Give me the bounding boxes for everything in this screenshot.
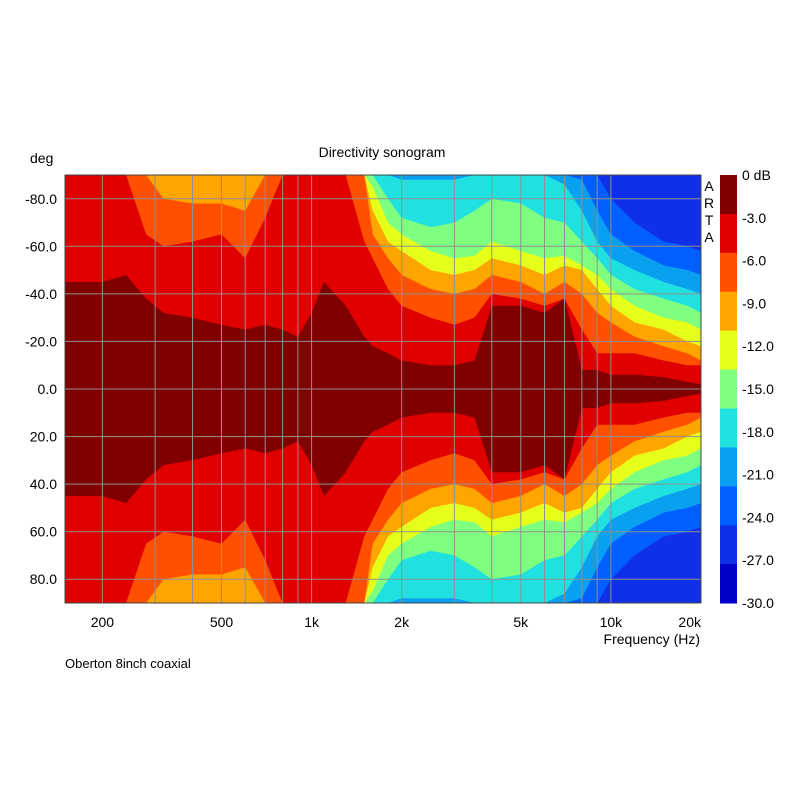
colorbar-swatch (720, 252, 737, 293)
colorbar-label: -9.0 (742, 295, 766, 311)
colorbar-label: -3.0 (742, 210, 766, 226)
y-tick-label: -60.0 (25, 238, 57, 254)
y-axis-label: deg (30, 150, 53, 166)
colorbar-swatch (720, 369, 737, 409)
colorbar-swatch (720, 213, 737, 254)
arta-logo-letter: T (705, 212, 714, 228)
arta-logo-letter: R (704, 195, 714, 211)
chart-footnote: Oberton 8inch coaxial (65, 656, 191, 671)
x-axis-label: Frequency (Hz) (604, 631, 700, 647)
x-tick-labels: 200 500 1k 2k 5k 10k 20k (91, 614, 702, 630)
colorbar-swatch (720, 408, 737, 448)
colorbar-swatch (720, 486, 737, 526)
colorbar-label: -12.0 (742, 338, 774, 354)
colorbar-label: -6.0 (742, 253, 766, 269)
y-tick-label: -80.0 (25, 191, 57, 207)
x-tick-label: 20k (678, 614, 702, 630)
colorbar-label: -15.0 (742, 381, 774, 397)
colorbar-swatch (720, 175, 737, 215)
y-tick-label: 20.0 (30, 429, 57, 445)
y-tick-label: 60.0 (30, 524, 57, 540)
colorbar-swatch (720, 447, 737, 487)
colorbar-label: -27.0 (742, 552, 774, 568)
colorbar-label: -30.0 (742, 595, 774, 611)
x-tick-label: 5k (513, 614, 529, 630)
x-tick-label: 1k (304, 614, 320, 630)
arta-logo-letter: A (704, 178, 714, 194)
y-tick-labels: -80.0 -60.0 -40.0 -20.0 0.0 20.0 40.0 60.0 80.0 (25, 191, 57, 587)
chart-title: Directivity sonogram (319, 144, 446, 160)
x-tick-label: 2k (394, 614, 410, 630)
y-tick-label: 80.0 (30, 571, 57, 587)
colorbar-label: -21.0 (742, 467, 774, 483)
colorbar-label: 0 dB (742, 167, 771, 183)
y-tick-label: -40.0 (25, 286, 57, 302)
x-tick-label: 500 (210, 614, 234, 630)
arta-logo-letter: A (704, 229, 714, 245)
colorbar-swatch (720, 330, 737, 370)
colorbar-label: -24.0 (742, 509, 774, 525)
y-tick-label: 40.0 (30, 476, 57, 492)
plot-frame (64, 174, 702, 604)
x-tick-label: 10k (600, 614, 624, 630)
grid-lines (65, 175, 701, 603)
colorbar-swatch (720, 291, 737, 332)
colorbar-label: -18.0 (742, 424, 774, 440)
colorbar-legend: 0 dB -3.0 -6.0 -9.0 -12.0 -15.0 -18.0 -21.0 -24.… (720, 167, 774, 611)
y-tick-label: -20.0 (25, 333, 57, 349)
colorbar-swatch (720, 564, 737, 604)
heatmap-bands (65, 175, 701, 603)
x-tick-label: 200 (91, 614, 115, 630)
y-tick-label: 0.0 (38, 381, 58, 397)
colorbar-swatch (720, 525, 737, 565)
